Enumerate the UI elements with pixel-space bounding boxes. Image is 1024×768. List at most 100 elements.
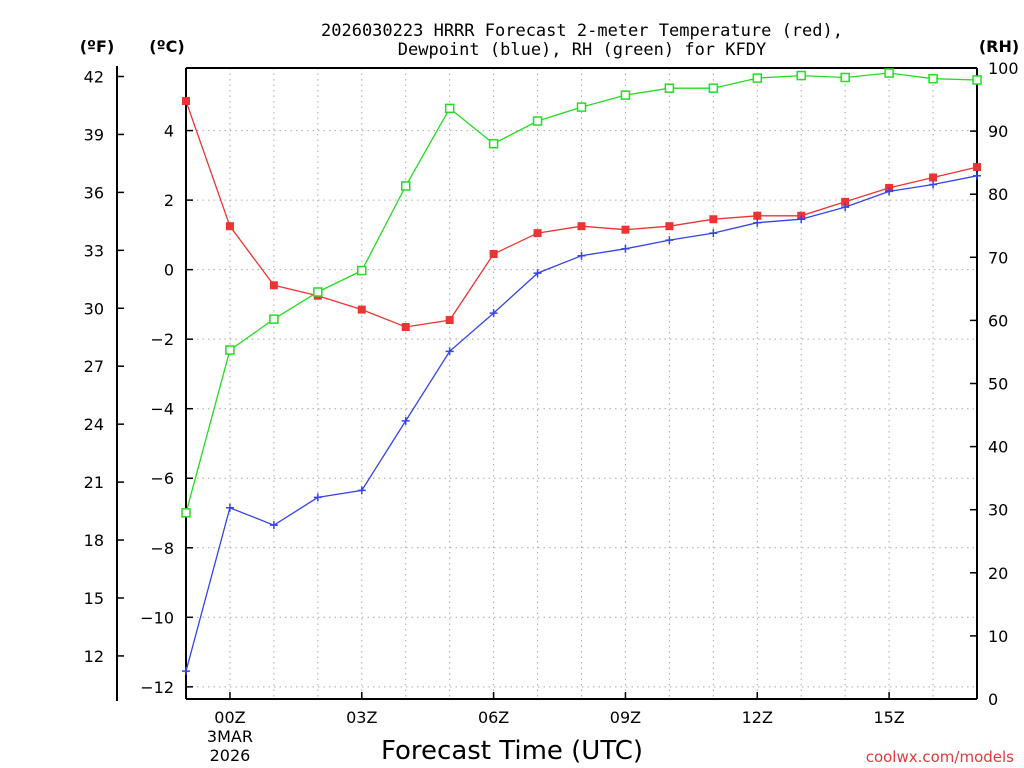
rh-point	[225, 345, 235, 355]
x-tick-label: 12Z	[742, 708, 773, 727]
temperature-point	[665, 222, 674, 231]
rh-point	[796, 70, 806, 81]
celsius-tick-label: 4	[164, 122, 174, 141]
dewpoint-point	[753, 218, 762, 227]
temperature-point	[533, 229, 542, 238]
fahrenheit-tick-label: 33	[84, 241, 104, 260]
x-tick-label: 09Z	[610, 708, 641, 727]
fahrenheit-tick-label: 30	[84, 299, 104, 318]
rh-point	[181, 508, 191, 518]
celsius-tick-label: −10	[140, 608, 174, 627]
temperature-point	[577, 222, 586, 231]
celsius-tick-label: −12	[140, 678, 174, 697]
rh-point	[357, 265, 367, 276]
chart-title-line1: 2026030223 HRRR Forecast 2-meter Tempera…	[321, 21, 843, 41]
dewpoint-point	[357, 486, 366, 495]
fahrenheit-tick-label: 12	[84, 647, 104, 666]
rh-tick-label: 60	[988, 311, 1008, 330]
rh-point	[444, 103, 455, 114]
rh-tick-label: 90	[988, 122, 1008, 141]
rh-point	[313, 287, 323, 297]
rh-point	[752, 73, 763, 83]
rh-tick-label: 80	[988, 185, 1008, 204]
rh-point	[400, 181, 411, 191]
rh-tick-label: 0	[988, 690, 998, 709]
rh-point	[708, 83, 719, 93]
celsius-tick-label: −4	[150, 400, 174, 419]
temperature-point	[401, 323, 410, 332]
temperature-point	[621, 225, 630, 234]
rh-tick-label: 70	[988, 248, 1008, 267]
celsius-tick-label: −2	[150, 330, 174, 349]
rh-point	[532, 116, 543, 126]
x-tick-label: 15Z	[873, 708, 904, 727]
dewpoint-point	[885, 187, 894, 196]
x-tick-label: 00Z	[214, 708, 245, 727]
celsius-tick-label: −6	[150, 469, 174, 488]
dewpoint-point	[445, 347, 454, 356]
x-tick-label: 06Z	[478, 708, 509, 727]
dewpoint-point	[709, 229, 718, 238]
temperature-point	[973, 163, 981, 172]
fahrenheit-tick-label: 21	[84, 473, 104, 492]
temperature-point	[753, 211, 762, 220]
fahrenheit-unit-label: (ºF)	[80, 37, 115, 56]
rh-point	[928, 73, 938, 84]
rh-tick-label: 10	[988, 627, 1008, 646]
temperature-point	[182, 97, 190, 106]
x-tick-year-label: 2026	[210, 746, 251, 765]
dewpoint-point	[313, 493, 322, 502]
dewpoint-point	[621, 244, 630, 253]
dewpoint-point	[973, 171, 981, 180]
watermark: coolwx.com/models	[866, 748, 1014, 766]
fahrenheit-tick-label: 18	[84, 531, 104, 550]
dewpoint-point	[841, 203, 850, 212]
fahrenheit-axis: 42 39 36 33 30 27 24 21 18 15 12	[84, 66, 124, 701]
rh-tick-label: 20	[988, 564, 1008, 583]
fahrenheit-tick-label: 39	[84, 125, 104, 144]
temperature-point	[269, 281, 278, 290]
dewpoint-point	[533, 269, 542, 278]
dewpoint-point	[929, 180, 938, 189]
rh-tick-label: 30	[988, 501, 1008, 520]
dewpoint-point	[269, 521, 278, 530]
dewpoint-point	[489, 309, 498, 318]
rh-tick-label: 40	[988, 438, 1008, 457]
dewpoint-point	[182, 667, 190, 676]
x-axis-label: Forecast Time (UTC)	[381, 736, 643, 766]
rh-point	[884, 68, 894, 78]
celsius-tick-label: 2	[164, 191, 174, 210]
rh-point	[840, 72, 850, 83]
dewpoint-point	[401, 416, 410, 425]
temperature-point	[929, 173, 938, 182]
rh-point	[576, 102, 587, 112]
temperature-point	[841, 197, 850, 206]
temperature-point	[225, 222, 234, 231]
dewpoint-point	[797, 215, 806, 224]
celsius-tick-label: −8	[150, 539, 174, 558]
dewpoint-point	[665, 236, 674, 245]
temperature-point	[709, 215, 718, 224]
rh-point	[620, 90, 631, 100]
temperature-point	[357, 305, 366, 314]
x-tick-date-label: 3MAR	[207, 727, 253, 746]
fahrenheit-tick-label: 42	[84, 67, 104, 86]
celsius-tick-label: 0	[164, 261, 174, 280]
fahrenheit-tick-label: 15	[84, 589, 104, 608]
rh-unit-label: (RH)	[979, 37, 1019, 56]
rh-tick-label: 50	[988, 375, 1008, 394]
temperature-point	[489, 249, 498, 258]
rh-point	[972, 75, 982, 85]
rh-point	[269, 314, 279, 324]
rh-point	[488, 138, 499, 149]
fahrenheit-tick-label: 24	[84, 415, 104, 434]
rh-point	[664, 83, 675, 93]
celsius-axis: 4 2 0 −2 −4 −6 −8 −10 −12	[140, 122, 193, 697]
series-layer	[181, 68, 982, 676]
temperature-point	[445, 316, 454, 325]
fahrenheit-tick-label: 27	[84, 357, 104, 376]
